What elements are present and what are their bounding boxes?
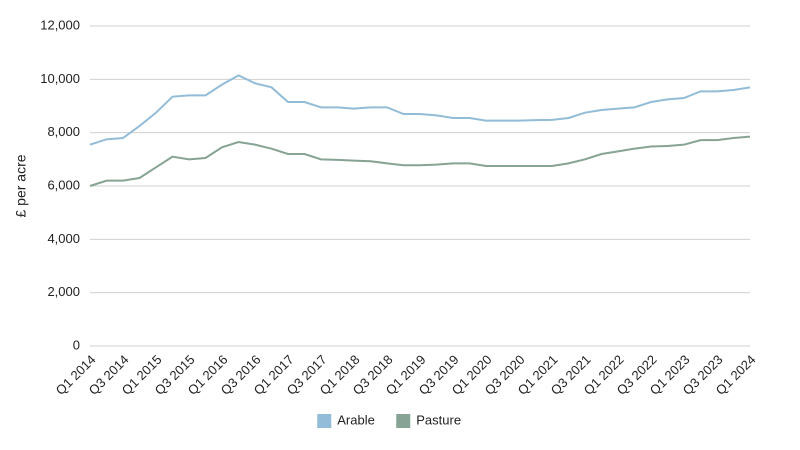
legend-label: Arable — [337, 412, 375, 427]
legend-swatch — [317, 414, 332, 428]
legend-swatch — [396, 414, 411, 428]
y-tick-label: 6,000 — [47, 177, 80, 192]
y-tick-label: 8,000 — [47, 124, 80, 139]
y-tick-label: 4,000 — [47, 231, 80, 246]
line — [89, 74, 751, 146]
y-tick-label: 0 — [73, 337, 80, 352]
y-tick-label: 12,000 — [40, 17, 80, 32]
y-tick-label: 10,000 — [40, 71, 80, 86]
line — [89, 135, 751, 187]
y-axis-label: £ per acre — [13, 154, 29, 217]
y-tick-label: 2,000 — [47, 284, 80, 299]
legend-label: Pasture — [416, 412, 461, 427]
